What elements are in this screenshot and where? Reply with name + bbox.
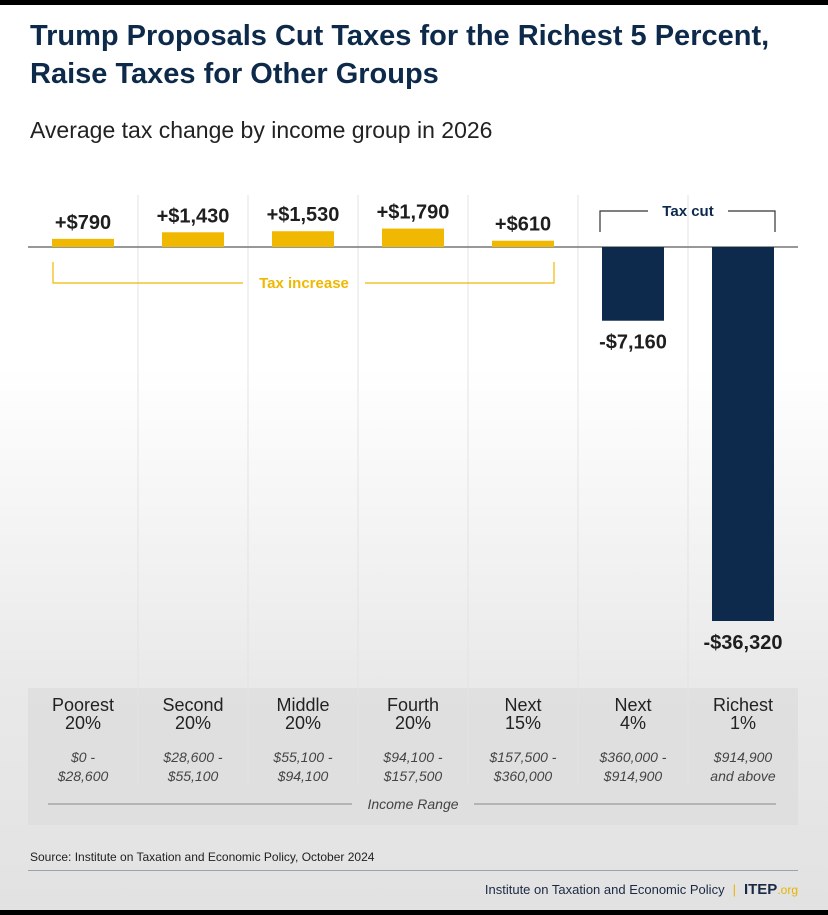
- data-label: +$790: [55, 212, 111, 234]
- data-label: +$1,430: [157, 205, 230, 227]
- category-label: Fourth: [387, 695, 439, 715]
- income-range-label: $94,100: [277, 768, 329, 784]
- income-range-label: $0 -: [70, 749, 95, 765]
- category-label: Middle: [276, 695, 329, 715]
- chart-page: Trump Proposals Cut Taxes for the Riches…: [0, 5, 828, 910]
- bar-5: [602, 247, 664, 321]
- tax-cut-annotation: Tax cut: [662, 203, 713, 220]
- data-label: +$610: [495, 214, 551, 236]
- data-label: -$36,320: [704, 632, 783, 654]
- tax-increase-bracket: [52, 262, 555, 284]
- bar-0: [52, 238, 114, 247]
- income-range-label: $157,500 -: [489, 749, 557, 765]
- chart-title: Trump Proposals Cut Taxes for the Riches…: [30, 20, 770, 90]
- itep-logo: ITEP: [743, 881, 778, 898]
- category-label: 20%: [65, 713, 101, 733]
- income-range-label: $157,500: [383, 768, 443, 784]
- chart-subtitle: Average tax change by income group in 20…: [30, 117, 493, 143]
- income-range-label: and above: [710, 768, 776, 784]
- category-label: Second: [162, 695, 223, 715]
- category-label: Poorest: [52, 695, 114, 715]
- category-label: 20%: [175, 713, 211, 733]
- category-label: 15%: [505, 713, 541, 733]
- income-range-label: $360,000: [493, 768, 553, 784]
- bar-3: [382, 228, 444, 247]
- category-label: 20%: [285, 713, 321, 733]
- income-range-label: $914,900: [713, 749, 773, 765]
- itep-logo-suffix: .org: [777, 883, 798, 897]
- category-label: Next: [504, 695, 541, 715]
- category-label: 20%: [395, 713, 431, 733]
- source-note: Source: Institute on Taxation and Econom…: [30, 850, 375, 864]
- data-label: +$1,530: [267, 204, 340, 226]
- footer-separator: |: [732, 882, 736, 897]
- data-label: -$7,160: [599, 332, 667, 354]
- data-label: +$1,790: [377, 202, 450, 224]
- category-label: 1%: [730, 713, 756, 733]
- bar-6: [712, 247, 774, 621]
- bar-1: [162, 232, 224, 247]
- income-range-label: $914,900: [603, 768, 663, 784]
- income-range-label: $55,100: [167, 768, 219, 784]
- category-panel: [28, 688, 798, 825]
- category-label: Next: [614, 695, 651, 715]
- tax-cut-bracket: [599, 210, 776, 232]
- x-axis-title: Income Range: [367, 796, 458, 812]
- income-range-label: $28,600 -: [162, 749, 222, 765]
- tax-increase-annotation: Tax increase: [259, 275, 349, 292]
- income-range-label: $55,100 -: [272, 749, 332, 765]
- footer-divider: [28, 870, 798, 871]
- bar-2: [272, 231, 334, 247]
- category-label: 4%: [620, 713, 646, 733]
- income-range-label: $94,100 -: [382, 749, 442, 765]
- category-label: Richest: [713, 695, 773, 715]
- bar-4: [492, 240, 554, 247]
- income-range-label: $360,000 -: [599, 749, 667, 765]
- footer: Institute on Taxation and Economic Polic…: [485, 881, 798, 898]
- income-range-label: $28,600: [57, 768, 109, 784]
- footer-org: Institute on Taxation and Economic Polic…: [484, 882, 725, 897]
